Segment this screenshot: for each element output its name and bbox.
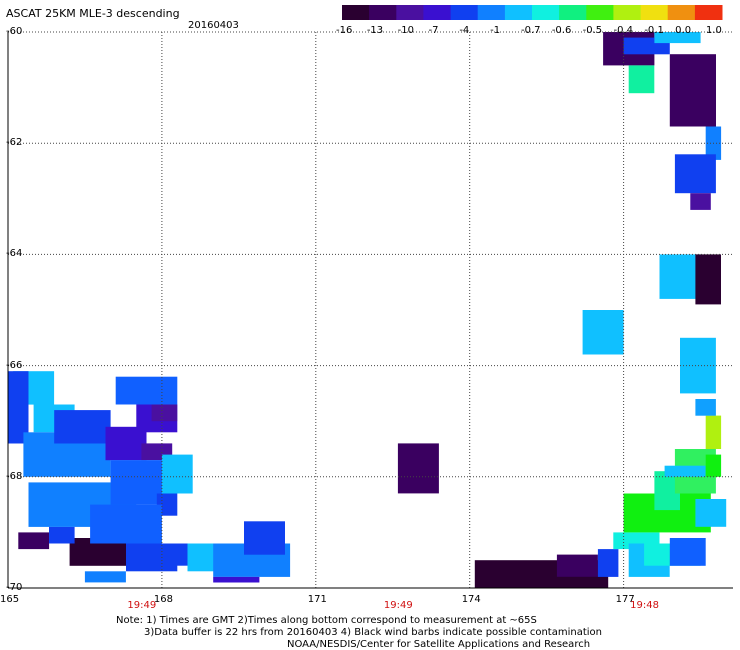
grid-lines [7, 31, 733, 589]
data-cells [8, 32, 727, 588]
data-cell [18, 532, 50, 550]
colorbar-label: -0.7 [521, 25, 541, 36]
colorbar-label: -0.6 [551, 25, 572, 36]
data-cell [597, 549, 619, 577]
data-cell [105, 426, 147, 461]
data-cell [705, 454, 722, 477]
colorbar-segment [450, 5, 479, 20]
x-tick-label: 171 [307, 594, 327, 605]
data-cell [84, 571, 126, 583]
colorbar-segment [369, 5, 397, 20]
colorbar-segment [532, 5, 560, 20]
data-cell [659, 254, 701, 299]
data-cell [151, 404, 178, 422]
colorbar-segment [342, 5, 370, 20]
data-cell [161, 454, 193, 494]
data-cell [397, 443, 439, 494]
data-cell [556, 554, 598, 577]
colorbar-segment [640, 5, 669, 20]
pass-time-label: 19:49 [127, 600, 157, 611]
data-cell [669, 54, 716, 127]
pass-time-label: 19:49 [383, 600, 413, 611]
y-tick-label: -68 [6, 470, 23, 482]
data-cell [54, 410, 111, 444]
data-cell [695, 399, 716, 416]
colorbar-segment [477, 5, 506, 20]
colorbar-label: 0.0 [675, 25, 692, 36]
data-cell [156, 493, 178, 516]
colorbar-segment [667, 5, 696, 20]
data-cell [705, 415, 722, 449]
y-tick-label: -66 [6, 359, 23, 371]
colorbar-label: -0.1 [644, 25, 664, 36]
colorbar [342, 5, 723, 20]
colorbar-label: -1 [490, 25, 501, 36]
data-cell [669, 538, 706, 566]
colorbar-label: -0.4 [613, 25, 634, 36]
chart-date: 20160403 [188, 20, 239, 31]
data-cell [695, 254, 721, 305]
colorbar-segment [396, 5, 424, 20]
pass-time-label: 19:48 [630, 600, 659, 611]
data-cell [628, 65, 655, 94]
note-line-1: Note: 1) Times are GMT 2)Times along bot… [116, 615, 537, 626]
colorbar-label: -0.5 [582, 25, 603, 36]
data-cell [8, 371, 29, 444]
data-cell [49, 526, 75, 544]
x-tick-label: 174 [461, 594, 481, 605]
colorbar-label: 1.0 [706, 25, 722, 36]
note-line-2: 3)Data buffer is 22 hrs from 20160403 4)… [144, 627, 602, 638]
data-cell [654, 32, 701, 44]
colorbar-segment [694, 5, 723, 20]
data-cell [674, 154, 716, 194]
y-tick-label: -70 [6, 582, 23, 593]
y-tick-label: -60 [6, 26, 23, 37]
data-cell [664, 465, 706, 477]
data-cell [244, 521, 285, 555]
colorbar-segment [423, 5, 451, 20]
data-cell [115, 376, 178, 405]
data-cell [695, 499, 727, 527]
y-tick-label: -62 [6, 137, 23, 149]
colorbar-segment [504, 5, 533, 20]
x-tick-label: 168 [153, 594, 173, 605]
data-cell [582, 310, 624, 355]
data-cell [680, 337, 716, 394]
colorbar-segment [559, 5, 587, 20]
x-tick-label: 165 [0, 594, 20, 605]
colorbar-label: -4 [459, 25, 470, 36]
colorbar-segment [613, 5, 641, 20]
colorbar-label: -13 [366, 25, 384, 36]
y-tick-label: -64 [6, 248, 23, 260]
chart-title: ASCAT 25KM MLE-3 descending [6, 7, 180, 20]
x-tick-label: 177 [615, 594, 635, 605]
data-cell [90, 504, 162, 544]
colorbar-label: -7 [428, 25, 439, 36]
data-cell [690, 193, 711, 210]
colorbar-segment [586, 5, 614, 20]
data-cell [213, 576, 260, 583]
colorbar-label: -16 [336, 25, 353, 36]
colorbar-label: -10 [397, 25, 414, 36]
note-line-3: NOAA/NESDIS/Center for Satellite Applica… [287, 639, 591, 650]
